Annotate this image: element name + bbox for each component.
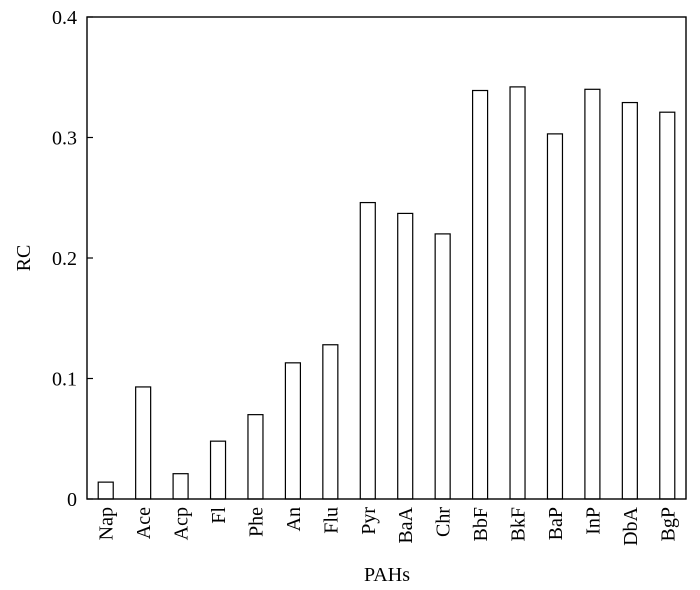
x-tick-label: DbA [620, 506, 642, 545]
x-tick-label: Acp [171, 507, 193, 540]
x-tick-label: Pyr [358, 507, 380, 535]
plot-frame [86, 16, 687, 500]
bar [359, 201, 376, 500]
bar [209, 440, 227, 500]
bar [621, 101, 638, 500]
y-tick-label: 0.3 [52, 128, 77, 150]
bar [97, 481, 114, 500]
bar [584, 88, 601, 500]
bar [322, 344, 339, 500]
x-tick-label: Chr [433, 507, 455, 537]
x-tick-label: Nap [96, 507, 118, 540]
x-tick-label: BgP [657, 507, 679, 541]
bar [135, 386, 152, 500]
x-tick-label: Ace [133, 507, 155, 539]
bar [471, 89, 489, 500]
x-tick-label: An [283, 507, 305, 531]
x-tick-label: InP [582, 507, 604, 535]
x-tick-label: BkF [508, 507, 530, 541]
x-axis-label: PAHs [364, 564, 410, 586]
y-tick-label: 0 [67, 489, 77, 511]
bar [509, 86, 526, 500]
bar [397, 212, 414, 500]
bar [172, 473, 189, 500]
x-tick-label: Flu [320, 507, 342, 534]
x-tick-label: BaA [395, 506, 417, 543]
bar [247, 414, 264, 500]
x-tick-label: Fl [208, 507, 230, 524]
bar [284, 362, 302, 500]
y-tick-label: 0.4 [52, 7, 77, 29]
x-tick-label: BaP [545, 507, 567, 540]
bar [546, 133, 564, 500]
bar [434, 233, 451, 500]
x-tick-label: Phe [245, 507, 267, 537]
y-axis-label: RC [13, 245, 35, 272]
x-tick-label: BbF [470, 507, 492, 541]
y-tick-label: 0.1 [52, 369, 77, 391]
bar [659, 111, 676, 500]
y-tick-label: 0.2 [52, 248, 77, 270]
